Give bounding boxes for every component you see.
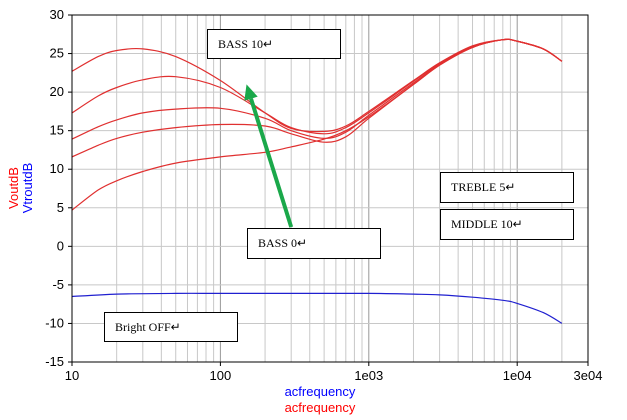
y-axis-label: VoutdB [6,167,21,209]
x-axis-label: acfrequency [285,384,356,399]
annotation-middle: MIDDLE 10↵ [440,209,574,240]
y-tick-label: 10 [50,161,64,176]
annotation-bass-10: BASS 10↵ [207,29,341,59]
x-tick-label: 1e03 [354,368,383,383]
arrow-head [244,84,258,101]
x-tick-label: 3e04 [574,368,603,383]
y-axis-label: VtroutdB [20,163,35,214]
y-tick-label: 20 [50,84,64,99]
y-tick-label: -10 [45,315,64,330]
annotation-bass-0: BASS 0↵ [247,228,381,259]
x-tick-label: 100 [210,368,232,383]
plot-frame [71,14,589,363]
series-line-6 [71,292,563,324]
series-line-5 [71,38,563,211]
annotation-treble: TREBLE 5↵ [440,172,574,203]
arrow-shaft [249,98,294,228]
plot-border [71,14,589,363]
x-axis-label: acfrequency [285,400,356,415]
annotation-bright: Bright OFF↵ [104,312,238,342]
y-tick-label: -5 [52,277,64,292]
x-tick-label: 10 [65,368,79,383]
y-tick-label: 30 [50,7,64,22]
y-tick-label: 25 [50,46,64,61]
y-tick-label: -15 [45,354,64,369]
series-lines [71,38,563,324]
green-arrow [244,84,294,228]
y-tick-label: 5 [57,200,64,215]
y-tick-label: 15 [50,123,64,138]
x-tick-label: 1e04 [503,368,532,383]
y-tick-label: 0 [57,238,64,253]
